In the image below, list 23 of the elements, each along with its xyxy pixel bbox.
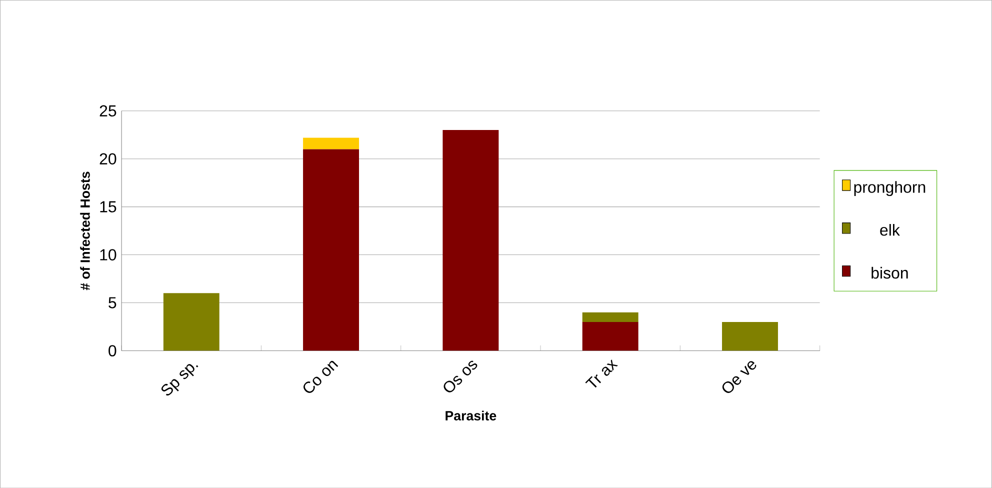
- y-tick-label: 25: [100, 105, 116, 116]
- y-tick-label: 5: [108, 297, 116, 308]
- bar: [303, 149, 360, 351]
- x-tick-label: Sp sp.: [161, 364, 198, 396]
- x-axis-title: Parasite: [446, 410, 496, 420]
- y-tick-label: 0: [108, 344, 116, 356]
- x-tick-label: Co on: [303, 360, 338, 393]
- legend-label: pronghorn: [854, 180, 926, 196]
- legend-label: bison: [872, 266, 908, 279]
- bar: [163, 293, 220, 351]
- bar: [582, 322, 638, 351]
- x-tick-label: Tr ax: [585, 359, 618, 388]
- y-tick-label: 20: [100, 153, 116, 164]
- bar: [442, 130, 499, 351]
- x-tick-label: Os os: [444, 360, 478, 392]
- bar: [303, 138, 360, 150]
- y-tick-label: 10: [100, 249, 116, 260]
- x-tick-label: Oe ve: [722, 361, 756, 393]
- bar: [722, 322, 778, 351]
- legend-label: elk: [880, 224, 900, 236]
- y-axis-title: # of Infected Hosts: [80, 172, 90, 290]
- bar: [582, 312, 638, 322]
- y-tick-label: 15: [100, 201, 116, 212]
